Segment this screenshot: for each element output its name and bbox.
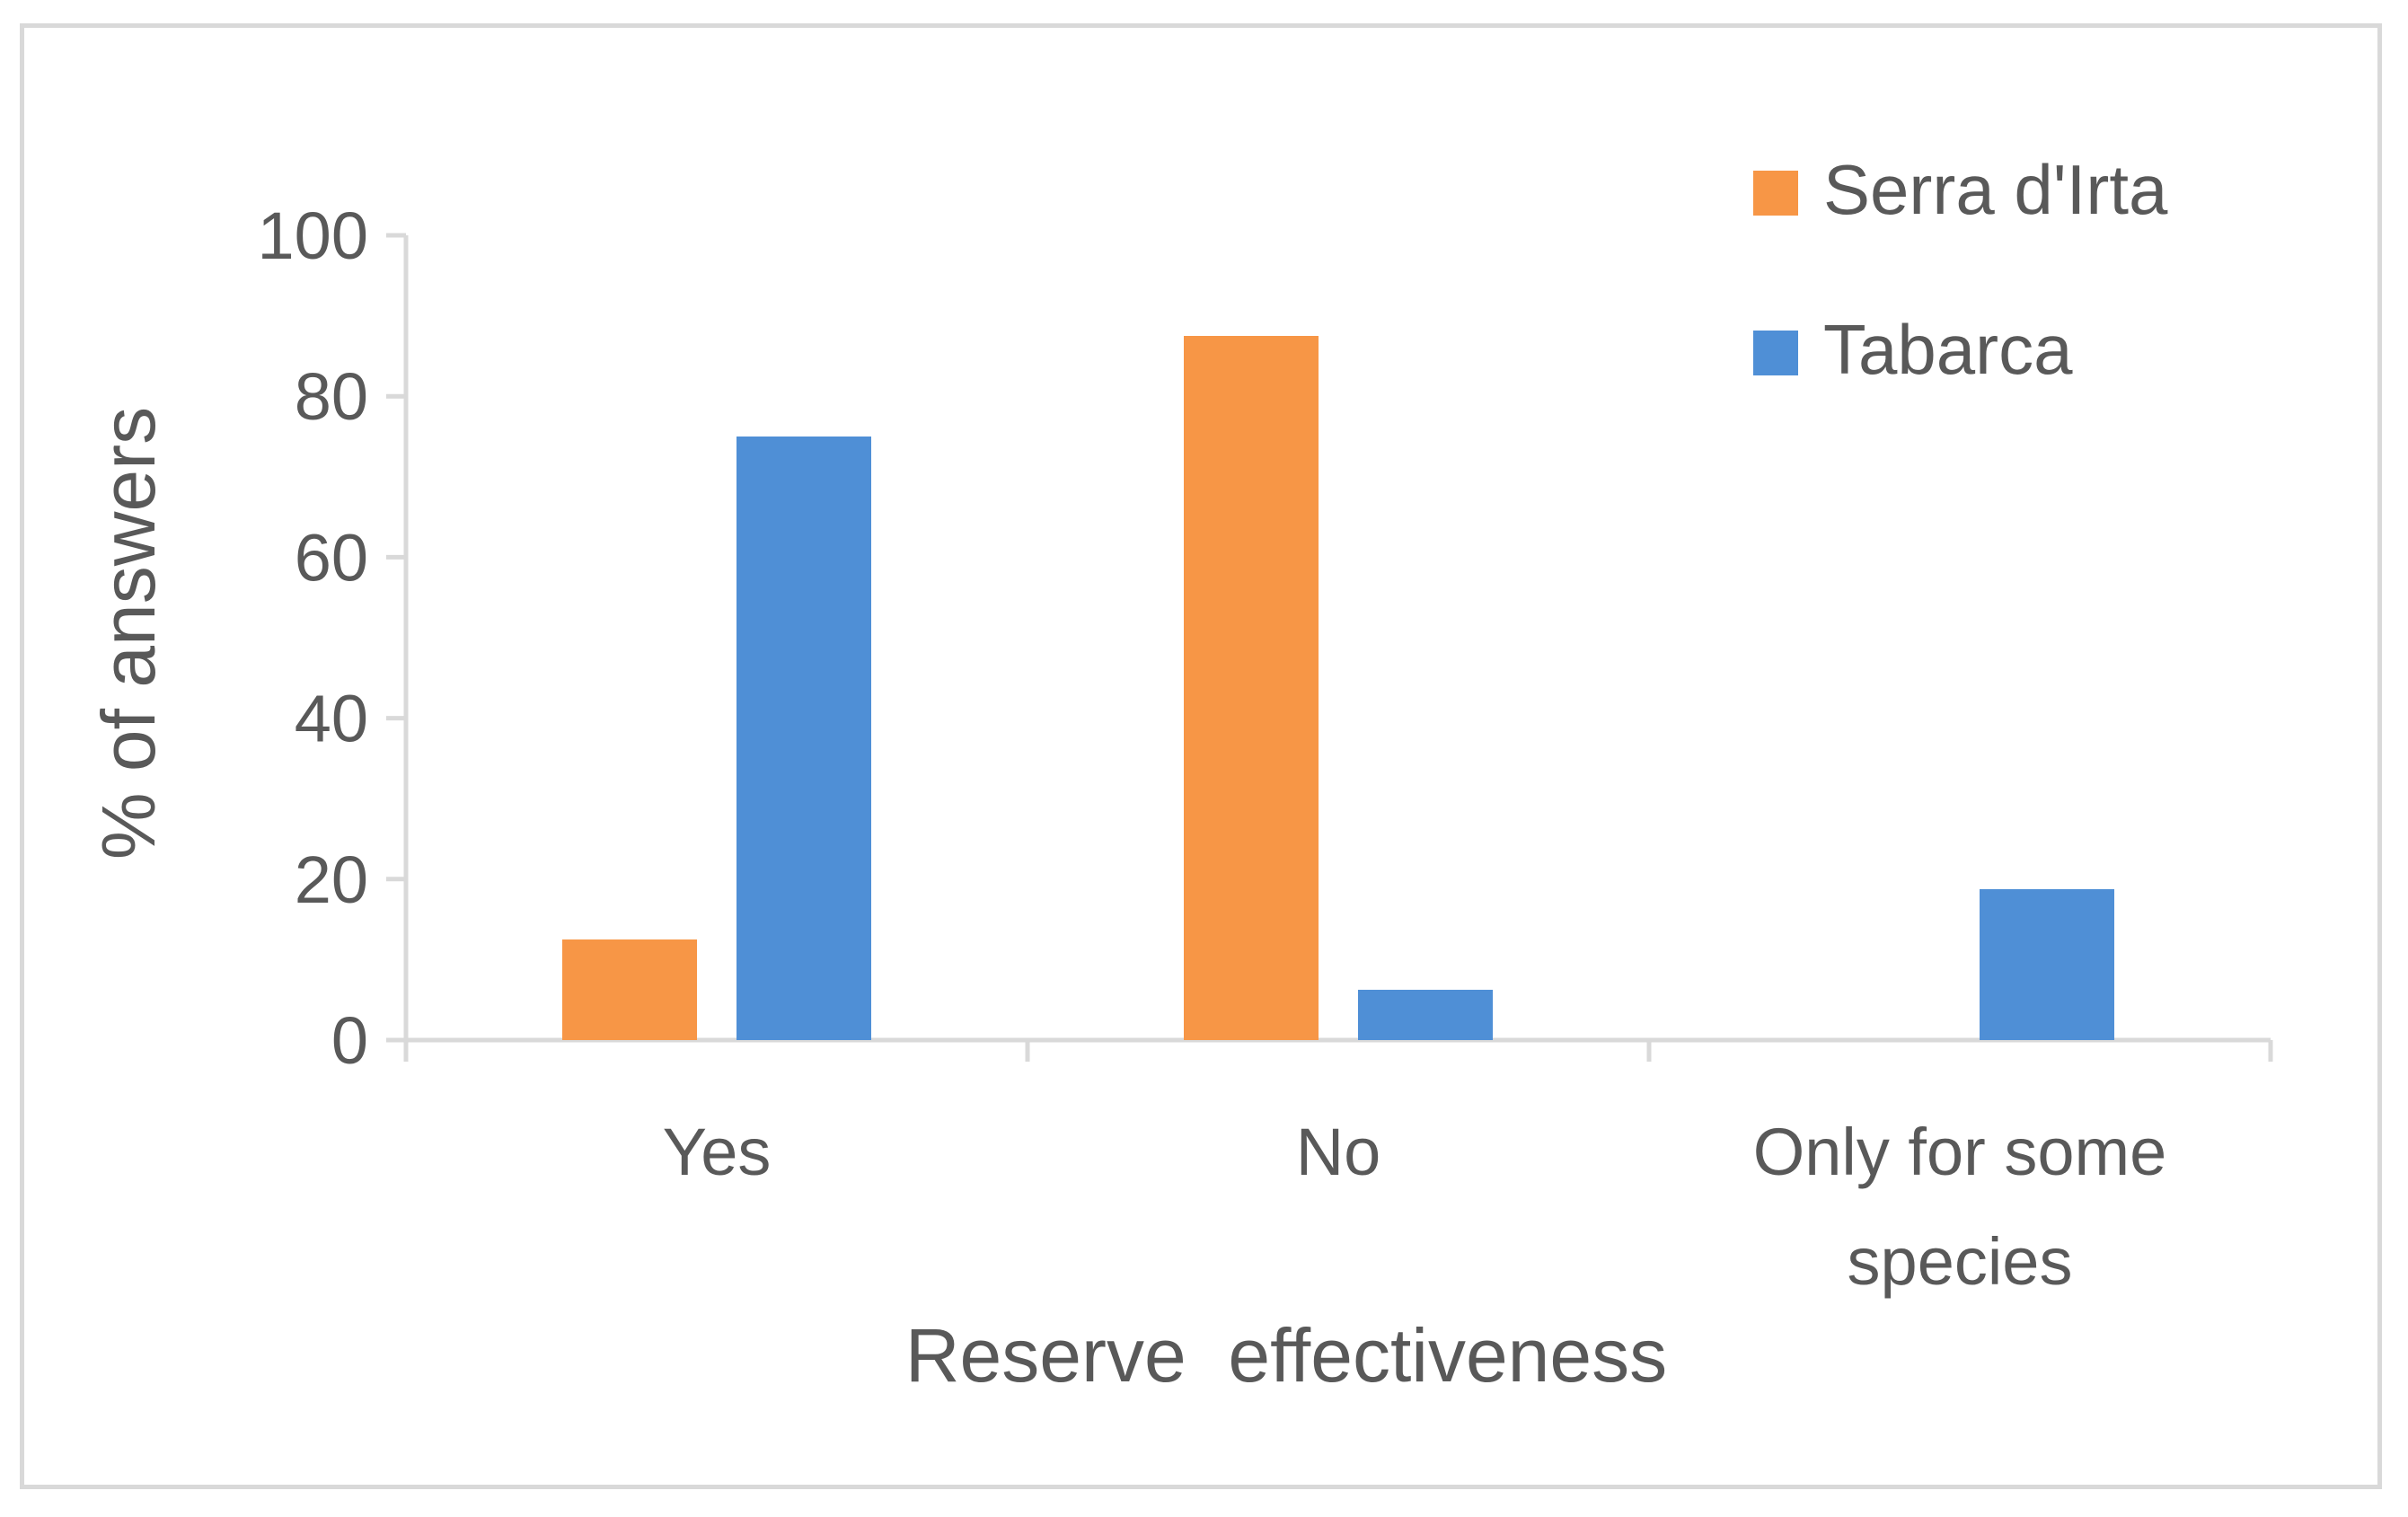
x-tick-label: Only for some [1753,1115,2167,1189]
legend-label: Tabarca [1823,310,2073,389]
legend-swatch [1753,171,1798,216]
x-tick-label: Yes [663,1115,772,1189]
y-axis-title: % of answers [86,407,171,860]
y-tick-label: 20 [295,842,368,917]
y-axis: 0 20 40 60 80 100 [258,198,409,1078]
legend: Serra d'Irta Tabarca [1753,150,2168,389]
y-tick-label: 0 [331,1003,368,1078]
y-tick-label: 40 [295,682,368,756]
bar-0-1 [1184,336,1319,1040]
legend-label: Serra d'Irta [1823,150,2168,229]
x-tick-label: species [1848,1224,2073,1299]
bar-1-1 [1358,990,1493,1040]
bar-0-0 [562,939,697,1040]
bars [562,336,2114,1040]
x-axis: Yes No Only for some species [403,1037,2273,1299]
bar-1-0 [737,437,871,1040]
x-axis-title: Reserve effectiveness [905,1313,1667,1398]
legend-swatch [1753,331,1798,375]
y-tick-label: 80 [295,359,368,434]
x-tick-label: No [1296,1115,1381,1189]
y-tick-label: 60 [295,520,368,595]
y-tick-label: 100 [258,198,368,273]
bar-1-2 [1980,889,2114,1040]
